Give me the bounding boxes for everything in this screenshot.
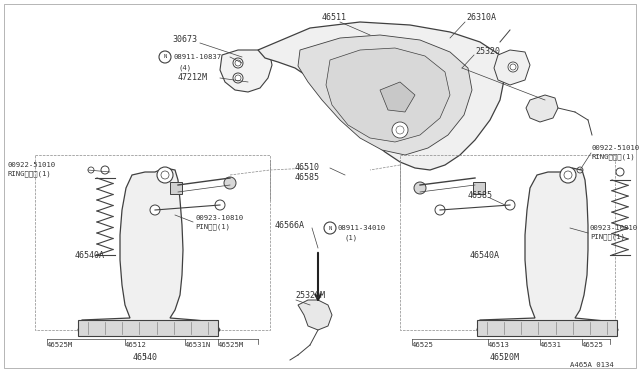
Text: 00922-51010: 00922-51010 [8,162,56,168]
Text: 46540: 46540 [132,353,157,362]
Polygon shape [220,50,272,92]
Text: RINGリング(1): RINGリング(1) [592,154,636,160]
Polygon shape [298,35,472,155]
Text: 46540A: 46540A [470,250,500,260]
Text: RINGリング(1): RINGリング(1) [8,171,52,177]
Text: PINピン(1): PINピン(1) [195,224,230,230]
Polygon shape [494,50,530,85]
Text: 46520M: 46520M [490,353,520,362]
Text: 46531N: 46531N [185,342,211,348]
Bar [170,182,182,194]
Text: 46540A: 46540A [75,250,105,260]
Text: 46510: 46510 [295,164,320,173]
Circle shape [215,200,225,210]
Text: 25320: 25320 [475,48,500,57]
Text: 26310A: 26310A [466,13,496,22]
Text: 00923-10810: 00923-10810 [195,215,243,221]
Text: 46585: 46585 [468,190,493,199]
Polygon shape [477,168,618,335]
Text: 00922-51010: 00922-51010 [592,145,640,151]
Text: N: N [163,55,166,60]
Polygon shape [78,168,220,335]
Text: 46525M: 46525M [218,342,244,348]
Bar [477,320,617,336]
Text: 46525M: 46525M [47,342,73,348]
Polygon shape [326,48,450,142]
Polygon shape [258,22,505,170]
Text: 08911-34010: 08911-34010 [338,225,386,231]
Text: N: N [328,225,332,231]
Text: 46511: 46511 [322,13,347,22]
Text: 46512: 46512 [125,342,147,348]
Bar [78,320,218,336]
Circle shape [414,182,426,194]
Text: 46531: 46531 [540,342,562,348]
Circle shape [560,167,576,183]
Polygon shape [298,300,332,330]
Circle shape [505,200,515,210]
Circle shape [157,167,173,183]
Text: 08911-10837: 08911-10837 [173,54,221,60]
Circle shape [233,73,243,83]
Circle shape [435,205,445,215]
Text: 25320M: 25320M [295,292,325,301]
Text: 47212M: 47212M [178,74,208,83]
Bar [400,155,615,330]
Text: A465A 0134: A465A 0134 [570,362,614,368]
Text: 30673: 30673 [172,35,197,45]
Circle shape [224,177,236,189]
Circle shape [392,122,408,138]
Bar [35,155,270,330]
Text: PINピン(1): PINピン(1) [590,234,625,240]
Text: (1): (1) [345,235,358,241]
Circle shape [233,58,243,68]
Polygon shape [380,82,415,112]
Text: (4): (4) [178,65,191,71]
Text: 46513: 46513 [488,342,510,348]
Circle shape [150,205,160,215]
Polygon shape [526,95,558,122]
Circle shape [508,62,518,72]
Text: 00923-10810: 00923-10810 [590,225,638,231]
Text: 46585: 46585 [295,173,320,183]
Bar [473,182,485,194]
Text: 46525: 46525 [412,342,434,348]
Text: 46566A: 46566A [275,221,305,230]
Text: 46525: 46525 [582,342,604,348]
